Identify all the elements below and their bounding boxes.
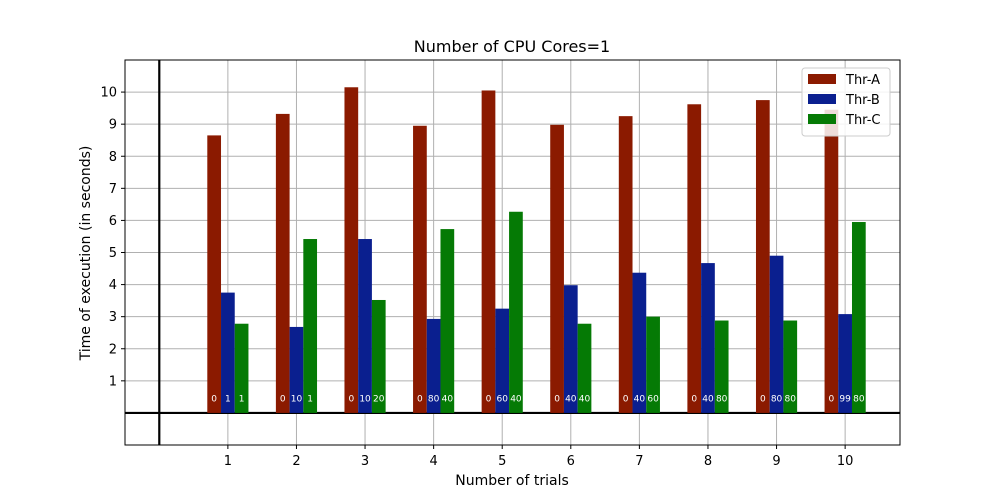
bar-data-label: 0	[486, 395, 492, 405]
x-tick-label: 3	[361, 454, 369, 469]
bar-data-label: 80	[716, 395, 728, 405]
y-tick-label: 4	[109, 278, 117, 293]
legend-label: Thr-A	[845, 73, 880, 88]
bar-thr-c-8	[714, 320, 729, 413]
bar-data-label: 10	[359, 395, 371, 405]
x-axis-title: Number of trials	[455, 473, 569, 489]
bar-thr-b-10	[838, 314, 852, 413]
y-tick-label: 6	[109, 214, 117, 229]
bar-thr-b-6	[563, 285, 578, 413]
bar-thr-a-4	[413, 125, 427, 413]
bar-data-label: 0	[280, 395, 286, 405]
y-tick-label: 9	[109, 118, 117, 133]
bar-data-label: 0	[760, 395, 766, 405]
bar-thr-a-9	[755, 100, 770, 413]
bar-data-label: 60	[496, 395, 508, 405]
bar-thr-a-5	[481, 90, 496, 413]
bar-thr-b-8	[701, 263, 715, 413]
y-tick-label: 10	[100, 86, 117, 101]
bars	[207, 87, 866, 413]
bar-thr-c-10	[851, 222, 866, 413]
bar-data-label: 99	[839, 395, 851, 405]
bar-data-label: 80	[771, 395, 783, 405]
bar-data-label: 1	[239, 395, 245, 405]
bar-data-label: 0	[691, 395, 697, 405]
bar-data-label: 1	[307, 395, 313, 405]
x-tick-label: 1	[224, 454, 232, 469]
bar-data-label: 40	[442, 395, 454, 405]
bar-data-label: 40	[565, 395, 577, 405]
bar-data-label: 0	[623, 395, 629, 405]
bar-data-label: 1	[225, 395, 231, 405]
bar-data-label: 40	[702, 395, 714, 405]
legend-swatch	[808, 114, 836, 124]
y-tick-label: 7	[109, 182, 117, 197]
y-tick-label: 2	[109, 342, 117, 357]
bar-thr-c-9	[783, 320, 798, 413]
bar-data-label: 40	[510, 395, 522, 405]
legend-label: Thr-C	[845, 113, 880, 128]
bar-data-label: 0	[211, 395, 217, 405]
bar-data-label: 10	[291, 395, 303, 405]
bar-thr-c-5	[509, 211, 523, 413]
bar-thr-a-6	[550, 124, 564, 413]
bar-thr-b-5	[495, 308, 510, 413]
x-tick-label: 5	[498, 454, 506, 469]
bar-thr-b-9	[769, 255, 784, 413]
bar-data-label: 0	[348, 395, 354, 405]
bar-data-label: 0	[829, 395, 835, 405]
bar-data-label: 0	[554, 395, 560, 405]
bar-thr-a-8	[687, 104, 702, 413]
bar-thr-b-4	[426, 318, 441, 413]
y-tick-label: 8	[109, 150, 117, 165]
bar-data-label: 80	[785, 395, 797, 405]
bar-thr-c-3	[371, 299, 386, 413]
x-tick-label: 2	[292, 454, 300, 469]
legend-swatch	[808, 74, 836, 84]
bar-thr-a-7	[618, 116, 633, 413]
bar-data-label: 80	[853, 395, 865, 405]
bar-data-label: 60	[647, 395, 659, 405]
bar-thr-b-2	[289, 326, 304, 413]
bar-thr-c-2	[303, 239, 318, 413]
bar-data-label: 20	[373, 395, 385, 405]
y-tick-label: 5	[109, 246, 117, 261]
x-tick-label: 8	[704, 454, 712, 469]
bar-data-label: 40	[579, 395, 591, 405]
legend-label: Thr-B	[845, 93, 880, 108]
bar-thr-a-10	[824, 109, 839, 413]
bar-labels: 0 0 0 0 0 0 0 0 0 01 10 10 80 60 40 40 40 80 991 1 20 40 40 40 6…	[211, 395, 865, 405]
x-tick-label: 4	[429, 454, 437, 469]
bar-thr-a-1	[207, 135, 222, 413]
x-tick-label: 10	[837, 454, 854, 469]
y-axis-title: Time of execution (in seconds)	[78, 146, 94, 362]
y-tick-label: 1	[109, 374, 117, 389]
x-tick-label: 9	[772, 454, 780, 469]
bar-thr-b-3	[358, 239, 372, 413]
bar-thr-a-3	[344, 87, 359, 413]
bar-thr-b-1	[221, 292, 235, 413]
bar-thr-c-4	[440, 229, 455, 413]
legend: Thr-A Thr-B Thr-C	[801, 67, 891, 137]
bar-data-label: 40	[634, 395, 646, 405]
bar-thr-c-7	[646, 316, 660, 413]
legend-swatch	[808, 94, 836, 104]
plot-frame	[124, 59, 901, 446]
bar-thr-c-1	[234, 323, 249, 413]
chart-title: Number of CPU Cores=1	[414, 37, 610, 56]
y-tick-label: 3	[109, 310, 117, 325]
bar-data-label: 80	[428, 395, 440, 405]
bar-thr-a-2	[275, 113, 290, 413]
bar-data-label: 0	[417, 395, 423, 405]
bar-thr-c-6	[577, 323, 592, 413]
x-tick-label: 6	[567, 454, 575, 469]
bar-thr-b-7	[632, 272, 647, 413]
x-tick-label: 7	[635, 454, 643, 469]
